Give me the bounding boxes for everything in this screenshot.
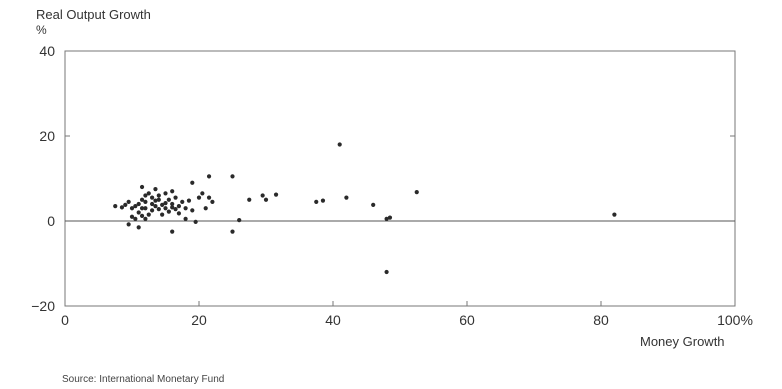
data-point <box>612 212 617 217</box>
x-tick-label: 0 <box>61 312 69 328</box>
data-point <box>384 269 389 275</box>
data-point <box>136 201 141 207</box>
data-point <box>136 225 141 230</box>
data-point <box>173 195 178 200</box>
data-point <box>160 202 165 207</box>
data-point <box>210 199 215 204</box>
data-point <box>139 213 145 218</box>
data-point <box>337 142 342 147</box>
data-point <box>170 229 175 234</box>
data-point <box>123 202 128 207</box>
x-tick-label: 100% <box>717 312 753 328</box>
data-point <box>163 206 168 211</box>
data-point <box>146 191 151 196</box>
data-point <box>129 206 135 211</box>
data-point <box>186 198 192 203</box>
data-point <box>180 199 185 204</box>
data-point <box>156 207 161 212</box>
data-point <box>230 174 235 179</box>
data-point <box>237 218 242 223</box>
data-point <box>344 195 349 200</box>
data-point <box>247 197 252 202</box>
data-point <box>166 197 171 202</box>
data-point <box>143 216 148 221</box>
data-point <box>163 191 168 196</box>
data-point <box>203 206 208 211</box>
data-point <box>153 198 158 203</box>
data-point <box>139 184 145 190</box>
data-point <box>166 209 171 214</box>
data-point <box>183 206 188 211</box>
data-point <box>143 199 148 204</box>
data-point <box>230 229 235 234</box>
data-point <box>173 207 178 212</box>
data-point <box>196 195 202 200</box>
y-tick-label: 40 <box>39 43 55 59</box>
data-point <box>150 201 155 207</box>
data-point <box>136 210 141 215</box>
data-point <box>176 204 181 209</box>
data-point <box>176 211 181 216</box>
y-tick-label: −20 <box>31 298 55 314</box>
data-point <box>183 216 188 221</box>
data-point <box>320 198 326 203</box>
axis-ticks: 0 20 40 60 80 100% 40 20 0 −20 <box>31 43 753 328</box>
data-point <box>150 208 155 213</box>
x-axis-label: Money Growth <box>640 334 725 349</box>
data-point <box>206 174 212 179</box>
data-point <box>193 219 198 224</box>
data-point <box>133 216 138 221</box>
data-point <box>133 204 138 209</box>
data-point <box>163 201 168 206</box>
data-point <box>160 212 165 217</box>
x-tick-label: 80 <box>593 312 609 328</box>
source-note: Source: International Monetary Fund <box>62 374 225 385</box>
data-point <box>384 216 389 221</box>
data-point <box>170 189 175 194</box>
y-axis-unit: % <box>36 23 47 37</box>
data-point <box>143 193 148 198</box>
data-points <box>113 142 617 275</box>
data-point <box>206 195 212 200</box>
data-point <box>273 192 279 197</box>
x-tick-label: 40 <box>325 312 341 328</box>
y-tick-label: 0 <box>47 213 55 229</box>
data-point <box>126 222 131 227</box>
data-point <box>190 180 195 185</box>
data-point <box>414 190 419 195</box>
data-point <box>146 212 151 217</box>
data-point <box>263 197 269 202</box>
data-point <box>170 205 175 210</box>
data-point <box>260 193 265 198</box>
x-tick-label: 60 <box>459 312 475 328</box>
data-point <box>371 202 376 207</box>
data-point <box>190 208 195 213</box>
data-point <box>126 199 131 204</box>
data-point <box>150 195 155 200</box>
y-axis-label: Real Output Growth <box>36 7 151 22</box>
data-point <box>314 199 319 204</box>
data-point <box>129 214 135 219</box>
data-point <box>143 206 148 211</box>
data-point <box>156 197 161 202</box>
plot-frame <box>64 50 736 307</box>
data-point <box>156 193 161 198</box>
data-point <box>153 204 158 209</box>
data-point <box>153 187 158 192</box>
data-point <box>200 191 205 196</box>
x-tick-label: 20 <box>191 312 207 328</box>
data-point <box>139 197 145 202</box>
data-point <box>387 215 393 220</box>
data-point <box>119 205 125 210</box>
data-point <box>139 206 145 211</box>
y-tick-label: 20 <box>39 128 55 144</box>
data-point <box>170 201 175 207</box>
data-point <box>113 204 118 209</box>
